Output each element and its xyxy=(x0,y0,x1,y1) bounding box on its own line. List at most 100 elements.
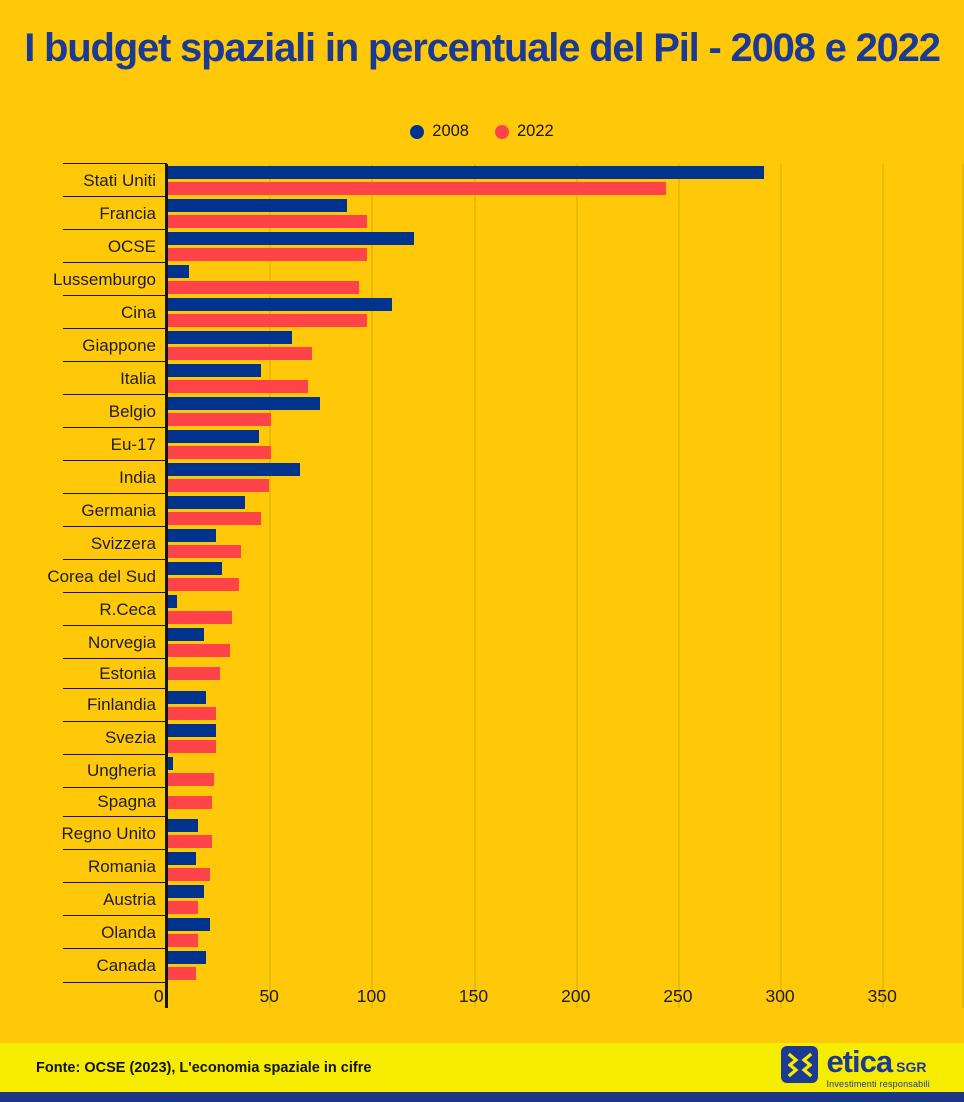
bottom-brand-strip xyxy=(0,1092,964,1102)
bar-2022-germania xyxy=(167,512,261,525)
bar-2022-stati-uniti xyxy=(167,182,666,195)
x-tick-100: 100 xyxy=(356,986,386,1006)
bar-2008-regno-unito xyxy=(167,819,198,832)
gridline-100 xyxy=(371,164,374,1008)
gridline-250 xyxy=(677,164,680,1008)
bar-2022-cina xyxy=(167,314,368,327)
category-label-germania: Germania xyxy=(0,493,167,527)
row-norvegia: Norvegia xyxy=(0,625,964,659)
bars-romania xyxy=(167,850,964,883)
category-label-austria: Austria xyxy=(0,882,167,916)
logo-text-column: etica SGR Investimenti responsabili xyxy=(826,1046,930,1089)
bar-2008-svizzera xyxy=(167,529,217,542)
gridline-50 xyxy=(269,164,272,1008)
bars-corea-del-sud xyxy=(167,560,964,593)
bar-2008-ungheria xyxy=(167,756,174,770)
etica-logo-icon xyxy=(781,1046,819,1083)
x-tick-0: 0 xyxy=(153,986,164,1006)
row-svezia: Svezia xyxy=(0,720,964,755)
bar-2008-giappone xyxy=(167,331,292,344)
legend-dot-2022-icon xyxy=(495,124,509,139)
chart-rows: Stati Uniti Francia OCSE Lussemburgo Cina Gia… xyxy=(0,163,964,983)
x-tick-250: 250 xyxy=(663,986,693,1006)
row-francia: Francia xyxy=(0,196,964,230)
bar-2008-ocse xyxy=(167,232,415,245)
bar-2022-belgio xyxy=(167,413,272,426)
row-spagna: Spagna xyxy=(0,786,964,818)
x-tick-300: 300 xyxy=(765,986,795,1006)
bar-2022-svizzera xyxy=(167,545,241,558)
bar-2022-romania xyxy=(167,868,210,881)
bars-stati-uniti xyxy=(167,164,964,197)
row-austria: Austria xyxy=(0,882,964,916)
category-label-india: India xyxy=(0,460,167,494)
gridline-150 xyxy=(473,164,476,1008)
bars-india xyxy=(167,461,964,494)
etica-sgr-logo: etica SGR Investimenti responsabili xyxy=(781,1046,930,1089)
bars-ungheria xyxy=(167,755,964,788)
bar-2022-india xyxy=(167,479,270,492)
row-svizzera: Svizzera xyxy=(0,526,964,560)
bars-olanda xyxy=(167,916,964,949)
category-label-romania: Romania xyxy=(0,849,167,883)
row-giappone: Giappone xyxy=(0,328,964,362)
row-romania: Romania xyxy=(0,849,964,883)
logo-brand-suffix: SGR xyxy=(896,1059,927,1075)
x-tick-200: 200 xyxy=(561,986,591,1006)
bars-ocse xyxy=(167,230,964,263)
plot-right-edge xyxy=(962,164,964,1008)
bar-2022-eu-17 xyxy=(167,446,272,459)
logo-tagline: Investimenti responsabili xyxy=(826,1079,930,1089)
category-label-svezia: Svezia xyxy=(0,720,167,755)
bars-canada xyxy=(167,949,964,982)
legend-label-2022: 2022 xyxy=(517,122,554,140)
bar-2022-r-ceca xyxy=(167,611,233,624)
row-regno-unito: Regno Unito xyxy=(0,816,964,850)
bars-giappone xyxy=(167,329,964,362)
bar-2022-canada xyxy=(167,967,196,980)
x-tick-350: 350 xyxy=(867,986,897,1006)
row-r-ceca: R.Ceca xyxy=(0,592,964,626)
bar-2022-norvegia xyxy=(167,644,231,657)
etica-chevrons-icon xyxy=(787,1052,813,1077)
bar-2022-francia xyxy=(167,215,368,228)
row-india: India xyxy=(0,460,964,494)
row-ocse: OCSE xyxy=(0,229,964,263)
bar-2008-belgio xyxy=(167,397,321,410)
row-ungheria: Ungheria xyxy=(0,753,964,788)
bar-2008-lussemburgo xyxy=(167,265,190,278)
category-label-r-ceca: R.Ceca xyxy=(0,592,167,626)
row-germania: Germania xyxy=(0,493,964,527)
category-label-regno-unito: Regno Unito xyxy=(0,816,167,850)
bar-2008-eu-17 xyxy=(167,430,259,443)
category-label-estonia: Estonia xyxy=(0,658,167,689)
category-label-finlandia: Finlandia xyxy=(0,687,167,722)
bar-2008-canada xyxy=(167,951,206,964)
row-olanda: Olanda xyxy=(0,915,964,949)
bar-2022-ocse xyxy=(167,248,368,261)
legend-dot-2008-icon xyxy=(410,124,425,139)
category-label-italia: Italia xyxy=(0,361,167,395)
category-label-francia: Francia xyxy=(0,196,167,230)
category-label-norvegia: Norvegia xyxy=(0,625,167,659)
bar-2022-svezia xyxy=(167,739,217,753)
bar-2022-regno-unito xyxy=(167,835,212,848)
row-corea-del-sud: Corea del Sud xyxy=(0,559,964,593)
bars-lussemburgo xyxy=(167,263,964,296)
bars-norvegia xyxy=(167,626,964,659)
bar-2022-austria xyxy=(167,901,198,914)
bar-2022-lussemburgo xyxy=(167,281,360,294)
row-eu-17: Eu-17 xyxy=(0,427,964,461)
gridline-300 xyxy=(780,164,783,1008)
bar-2022-italia xyxy=(167,380,308,393)
bar-2022-finlandia xyxy=(167,706,217,720)
bar-2008-svezia xyxy=(167,723,217,737)
row-belgio: Belgio xyxy=(0,394,964,428)
category-label-spagna: Spagna xyxy=(0,786,167,818)
row-lussemburgo: Lussemburgo xyxy=(0,262,964,296)
bar-2008-finlandia xyxy=(167,690,206,704)
plot-area xyxy=(167,164,964,1008)
bars-spagna xyxy=(167,788,964,818)
category-label-eu-17: Eu-17 xyxy=(0,427,167,461)
